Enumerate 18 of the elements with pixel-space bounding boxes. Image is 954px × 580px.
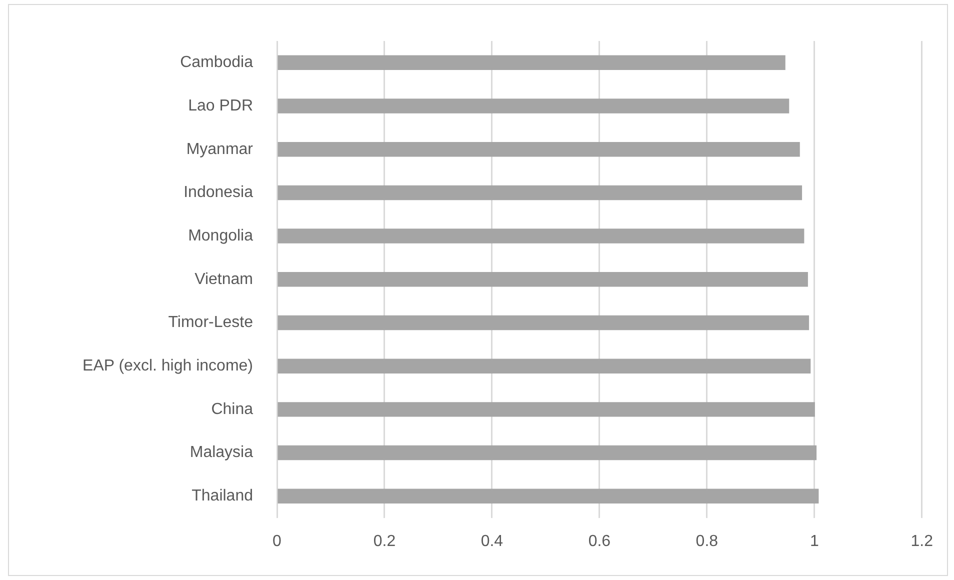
x-tick-label: 0.4: [480, 532, 504, 550]
y-tick-label: Cambodia: [180, 54, 254, 72]
y-tick-label: China: [211, 400, 254, 418]
x-tick-label: 0.6: [588, 532, 611, 550]
x-tick-label: 1: [810, 532, 819, 550]
x-tick-label: 0: [272, 532, 282, 550]
y-tick-label: Mongolia: [188, 227, 254, 244]
x-tick-label: 0.8: [696, 532, 718, 550]
y-tick-label: Thailand: [192, 488, 253, 505]
x-tick-label: 0.2: [373, 532, 396, 550]
y-tick-label: Indonesia: [184, 184, 254, 202]
y-tick-label: Lao PDR: [188, 97, 253, 114]
y-tick-label: Timor-Leste: [168, 314, 254, 332]
x-tick-label: 1.2: [910, 532, 934, 550]
y-tick-label: EAP (excl. high income): [82, 357, 253, 374]
y-tick-label: Malaysia: [190, 444, 254, 462]
y-tick-label: Myanmar: [186, 140, 254, 158]
y-tick-label: Vietnam: [194, 270, 253, 288]
